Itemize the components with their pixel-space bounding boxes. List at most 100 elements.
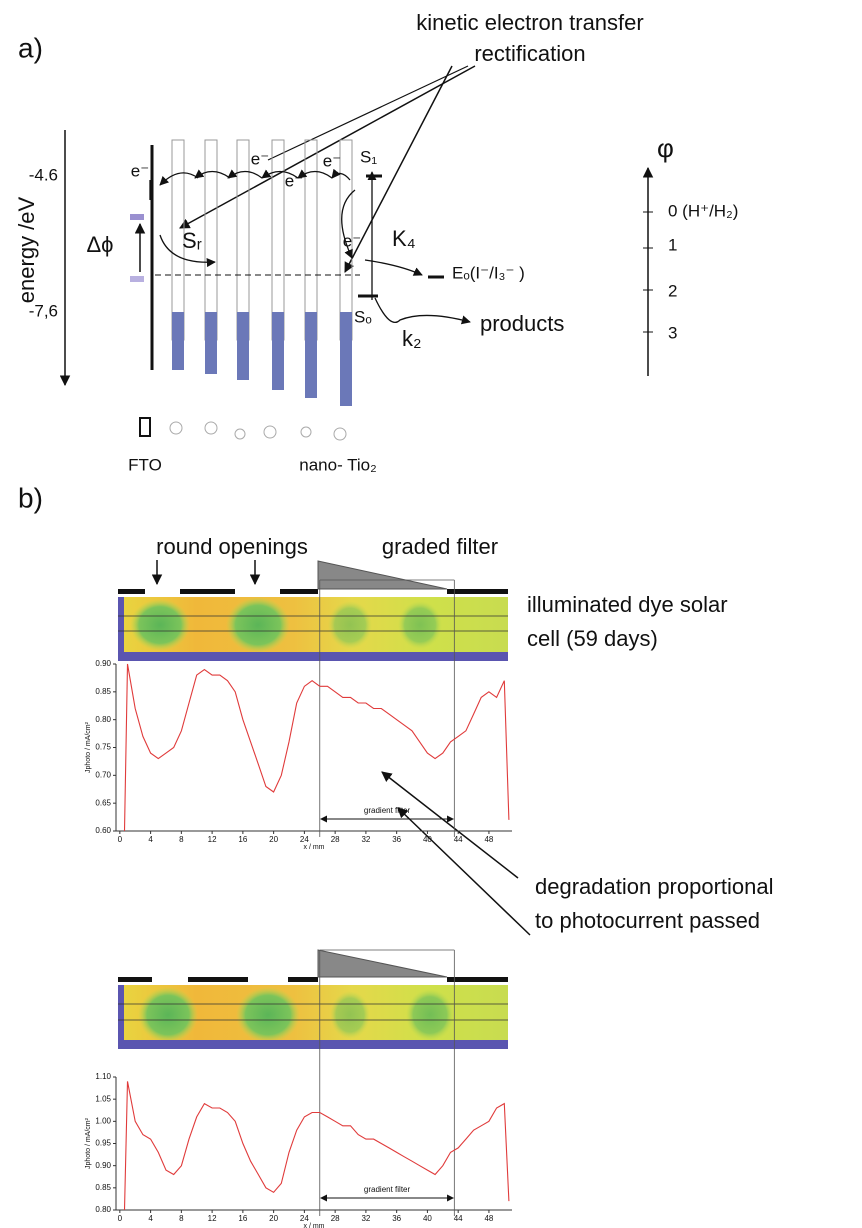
arrow — [397, 807, 531, 936]
band — [305, 312, 317, 398]
x-tick-label: 4 — [148, 835, 153, 844]
x-tick-label: 36 — [392, 1214, 401, 1223]
data-line — [123, 1081, 510, 1211]
phi-tick: 2 — [668, 281, 677, 300]
x-tick-label: 48 — [484, 835, 493, 844]
y-tick-label: 0.90 — [95, 659, 111, 668]
x-tick-label: 0 — [118, 1214, 123, 1223]
column — [304, 139, 318, 341]
state-label: S₁ — [360, 147, 377, 166]
y-tick-label: 0.85 — [95, 687, 111, 696]
x-tick-label: 20 — [269, 1214, 278, 1223]
electron: e⁻ — [251, 149, 269, 168]
y-tick-label: 0.75 — [95, 743, 111, 752]
state-label: Sₒ — [354, 307, 372, 326]
x-tick-label: 32 — [361, 835, 370, 844]
annotation: round openings — [156, 534, 308, 559]
x-tick-label: 12 — [208, 1214, 217, 1223]
fto-icon — [139, 417, 151, 437]
annotation: illuminated dye solar — [527, 592, 728, 617]
phi-symbol: φ — [657, 133, 674, 163]
band — [172, 312, 184, 370]
x-tick-label: 12 — [208, 835, 217, 844]
x-tick-label: 8 — [179, 835, 184, 844]
x-tick-label: 28 — [331, 1214, 340, 1223]
x-tick-label: 24 — [300, 1214, 309, 1223]
y-tick-label: 1.00 — [95, 1116, 111, 1125]
pointer — [344, 65, 453, 273]
axis-label: energy /eV — [14, 196, 39, 303]
level — [130, 214, 144, 220]
rate-label: k₂ — [402, 326, 422, 351]
y-tick-label: 1.05 — [95, 1094, 111, 1103]
annotation: to photocurrent passed — [535, 908, 760, 933]
x-tick-label: 24 — [300, 835, 309, 844]
x-tick-label: 40 — [423, 1214, 432, 1223]
transfer-arrows — [149, 168, 471, 325]
panel-label: a) — [18, 32, 43, 63]
x-tick-label: 44 — [454, 835, 463, 844]
x-tick-label: 0 — [118, 835, 123, 844]
cell-image-1 — [118, 560, 508, 661]
electron: e⁻ — [323, 151, 341, 170]
column — [271, 139, 285, 341]
x-tick-label: 28 — [331, 835, 340, 844]
x-tick-label: 32 — [361, 1214, 370, 1223]
filter-label: gradient filter — [364, 806, 411, 815]
column — [236, 139, 250, 341]
x-tick-label: 36 — [392, 835, 401, 844]
pointer — [179, 65, 476, 229]
tick-label: -4.6 — [29, 165, 58, 184]
y-tick-label: 1.10 — [95, 1072, 111, 1081]
y-tick-label: 0.80 — [95, 715, 111, 724]
fto-label: FTO — [128, 455, 162, 474]
band — [237, 312, 249, 380]
rate-label: Sᵣ — [182, 228, 202, 253]
redox-label: Eₒ(I⁻/I₃⁻ ) — [452, 263, 525, 282]
cell-image-2 — [118, 949, 508, 1049]
panel-b: b) round openings graded filter illumina… — [18, 482, 774, 1049]
band — [340, 312, 352, 406]
x-tick-label: 4 — [148, 1214, 153, 1223]
y-tick-label: 0.60 — [95, 826, 111, 835]
phi-tick: 3 — [668, 323, 677, 342]
electron: e⁻ — [131, 161, 149, 180]
band — [205, 312, 217, 374]
panel-a: a) kinetic electron transfer rectificati… — [14, 10, 739, 475]
data-line — [123, 663, 510, 832]
pointer — [267, 65, 469, 161]
annotation: graded filter — [382, 534, 498, 559]
y-tick-label: 0.70 — [95, 770, 111, 779]
products: products — [480, 311, 564, 336]
valence-bands — [172, 312, 352, 406]
x-tick-label: 40 — [423, 835, 432, 844]
column — [204, 139, 218, 341]
x-axis-label: x / mm — [304, 844, 325, 851]
phi-tick: 0 (H⁺/H₂) — [668, 201, 738, 220]
annotation: degradation proportional — [535, 874, 774, 899]
x-tick-label: 16 — [238, 835, 247, 844]
y-axis-label: Jphoto / mA/cm² — [85, 1117, 92, 1169]
x-tick-label: 44 — [454, 1214, 463, 1223]
x-tick-label: 16 — [238, 1214, 247, 1223]
delta-phi: Δϕ — [86, 232, 113, 257]
filter-label: gradient filter — [364, 1185, 411, 1194]
phi-tick: 1 — [668, 235, 677, 254]
x-axis-label: x / mm — [304, 1223, 325, 1228]
electron: e⁻ — [343, 231, 361, 250]
x-tick-label: 48 — [484, 1214, 493, 1223]
arrow — [381, 771, 519, 879]
x-tick-label: 20 — [269, 835, 278, 844]
rate-label: K₄ — [392, 226, 416, 251]
electron: e⁻ — [285, 171, 303, 190]
title: rectification — [474, 41, 585, 66]
particles — [169, 421, 347, 441]
title: kinetic electron transfer — [416, 10, 643, 35]
tio2-label: nano- Tio₂ — [299, 455, 376, 474]
y-tick-label: 0.95 — [95, 1139, 111, 1148]
x-tick-label: 8 — [179, 1214, 184, 1223]
panel-label: b) — [18, 482, 43, 513]
level — [130, 276, 144, 282]
annotation: cell (59 days) — [527, 626, 658, 651]
